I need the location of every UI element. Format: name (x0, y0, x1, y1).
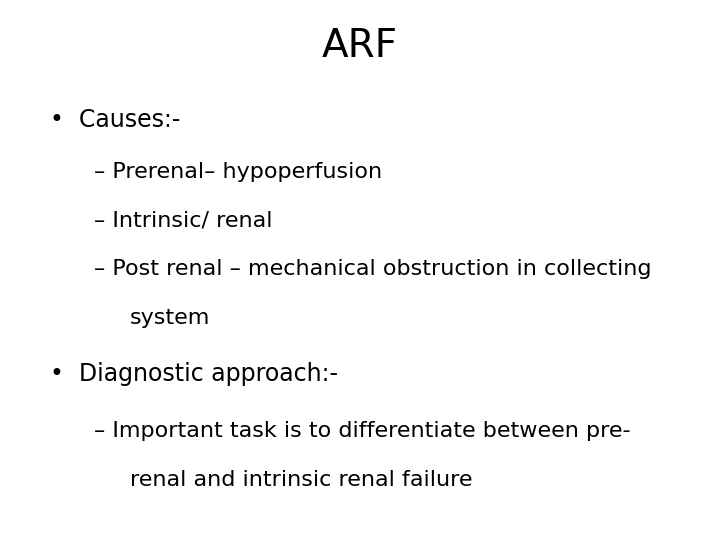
Text: – Post renal – mechanical obstruction in collecting: – Post renal – mechanical obstruction in… (94, 259, 651, 279)
Text: •  Diagnostic approach:-: • Diagnostic approach:- (50, 362, 338, 386)
Text: system: system (130, 308, 210, 328)
Text: – Prerenal– hypoperfusion: – Prerenal– hypoperfusion (94, 162, 382, 182)
Text: ARF: ARF (322, 27, 398, 65)
Text: – Important task is to differentiate between pre-: – Important task is to differentiate bet… (94, 421, 630, 441)
Text: – Intrinsic/ renal: – Intrinsic/ renal (94, 211, 272, 231)
Text: •  Causes:-: • Causes:- (50, 108, 181, 132)
Text: renal and intrinsic renal failure: renal and intrinsic renal failure (130, 470, 472, 490)
